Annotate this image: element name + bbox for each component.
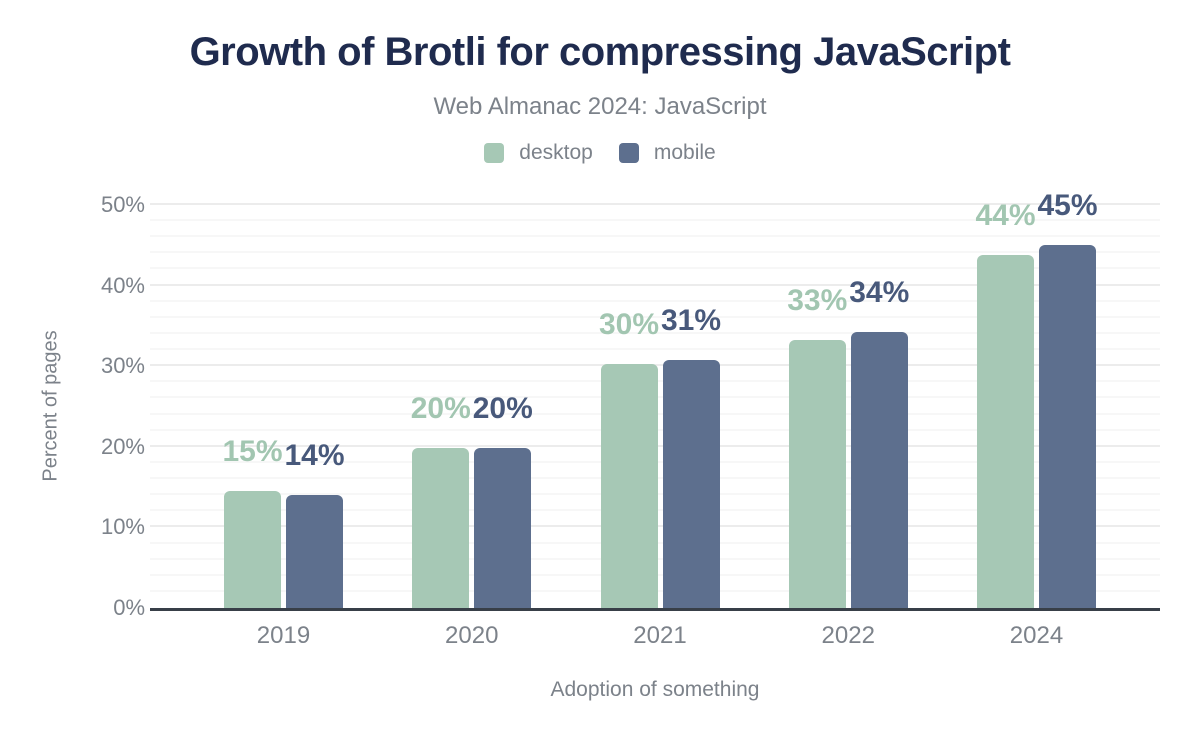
legend-item-desktop: desktop [484, 141, 593, 165]
legend-label-desktop: desktop [519, 141, 593, 164]
bar-group-2021: 30% 31% 2021 [599, 205, 721, 649]
y-tick-0%: 0% [113, 595, 145, 620]
x-tick-2022: 2022 [821, 622, 875, 649]
bar-label-desktop-2022: 33% [787, 284, 848, 318]
bar-desktop-2020: 20% [411, 392, 471, 608]
bar-mobile-2019: 14% [284, 439, 345, 608]
bar-label-desktop-2020: 20% [410, 392, 471, 426]
minor-gridline [150, 331, 1160, 334]
bar-groups: 15% 14% 2019 20% 20% 2020 30% 31% 2021 33% 34% 2022… [150, 189, 1160, 650]
bar-label-mobile-2021: 31% [660, 303, 722, 337]
major-gridline [150, 283, 1160, 286]
bar-label-desktop-2024: 44% [975, 198, 1036, 232]
x-tick-2021: 2021 [633, 622, 687, 649]
chart-subtitle: Web Almanac 2024: JavaScript [433, 93, 767, 120]
x-tick-2019: 2019 [256, 622, 311, 649]
minor-gridline [150, 267, 1160, 270]
bar-desktop-2019: 15% [222, 435, 283, 608]
bar-group-2022: 33% 34% 2022 [787, 205, 909, 649]
minor-gridline [150, 348, 1160, 351]
minor-gridline [150, 219, 1160, 222]
major-gridline [150, 203, 1160, 205]
y-tick-10%: 10% [100, 514, 145, 540]
legend-label-mobile: mobile [653, 141, 716, 164]
minor-gridline [150, 235, 1160, 238]
bar-mobile-2024: 45% [1037, 189, 1098, 608]
bar-group-2020: 20% 20% 2020 [411, 205, 533, 649]
plot-area: 15% 14% 2019 20% 20% 2020 30% 31% 2021 33% 34% 2022… [150, 189, 1160, 650]
legend: desktop mobile [0, 141, 1200, 165]
bar-mobile-2021: 31% [661, 304, 721, 608]
bar-group-2024: 44% 45% 2024 [975, 189, 1098, 650]
minor-gridline [150, 299, 1160, 302]
bar-label-mobile-2019: 14% [284, 439, 345, 473]
bar-desktop-2021: 30% [599, 308, 659, 608]
legend-swatch-desktop [484, 143, 505, 163]
bar-desktop-2022: 33% [787, 284, 847, 608]
y-tick-40%: 40% [100, 272, 145, 298]
y-tick-30%: 30% [100, 353, 145, 379]
bar-group-2019: 15% 14% 2019 [222, 205, 345, 649]
x-tick-2024: 2024 [1009, 622, 1064, 649]
minor-gridline [150, 251, 1160, 254]
bar-label-mobile-2022: 34% [849, 276, 910, 310]
y-axis-ticks: 0% 10% 20% 30% 40% 50% [0, 192, 145, 620]
bar-label-desktop-2021: 30% [598, 307, 660, 341]
legend-swatch-mobile [618, 143, 639, 163]
bar-mobile-2022: 34% [849, 276, 909, 608]
bar-label-desktop-2019: 15% [222, 435, 283, 469]
bar-label-mobile-2020: 20% [472, 392, 533, 426]
y-tick-20%: 20% [100, 433, 145, 459]
bar-desktop-2024: 44% [975, 199, 1036, 608]
bar-mobile-2020: 20% [473, 392, 533, 608]
chart-title: Growth of Brotli for compressing JavaScr… [189, 30, 1011, 74]
legend-item-mobile: mobile [618, 141, 716, 165]
x-axis-title: Adoption of something [550, 678, 760, 701]
bar-label-mobile-2024: 45% [1037, 188, 1098, 222]
minor-gridline [150, 315, 1160, 318]
x-tick-2020: 2020 [445, 622, 499, 649]
y-tick-50%: 50% [100, 192, 145, 217]
